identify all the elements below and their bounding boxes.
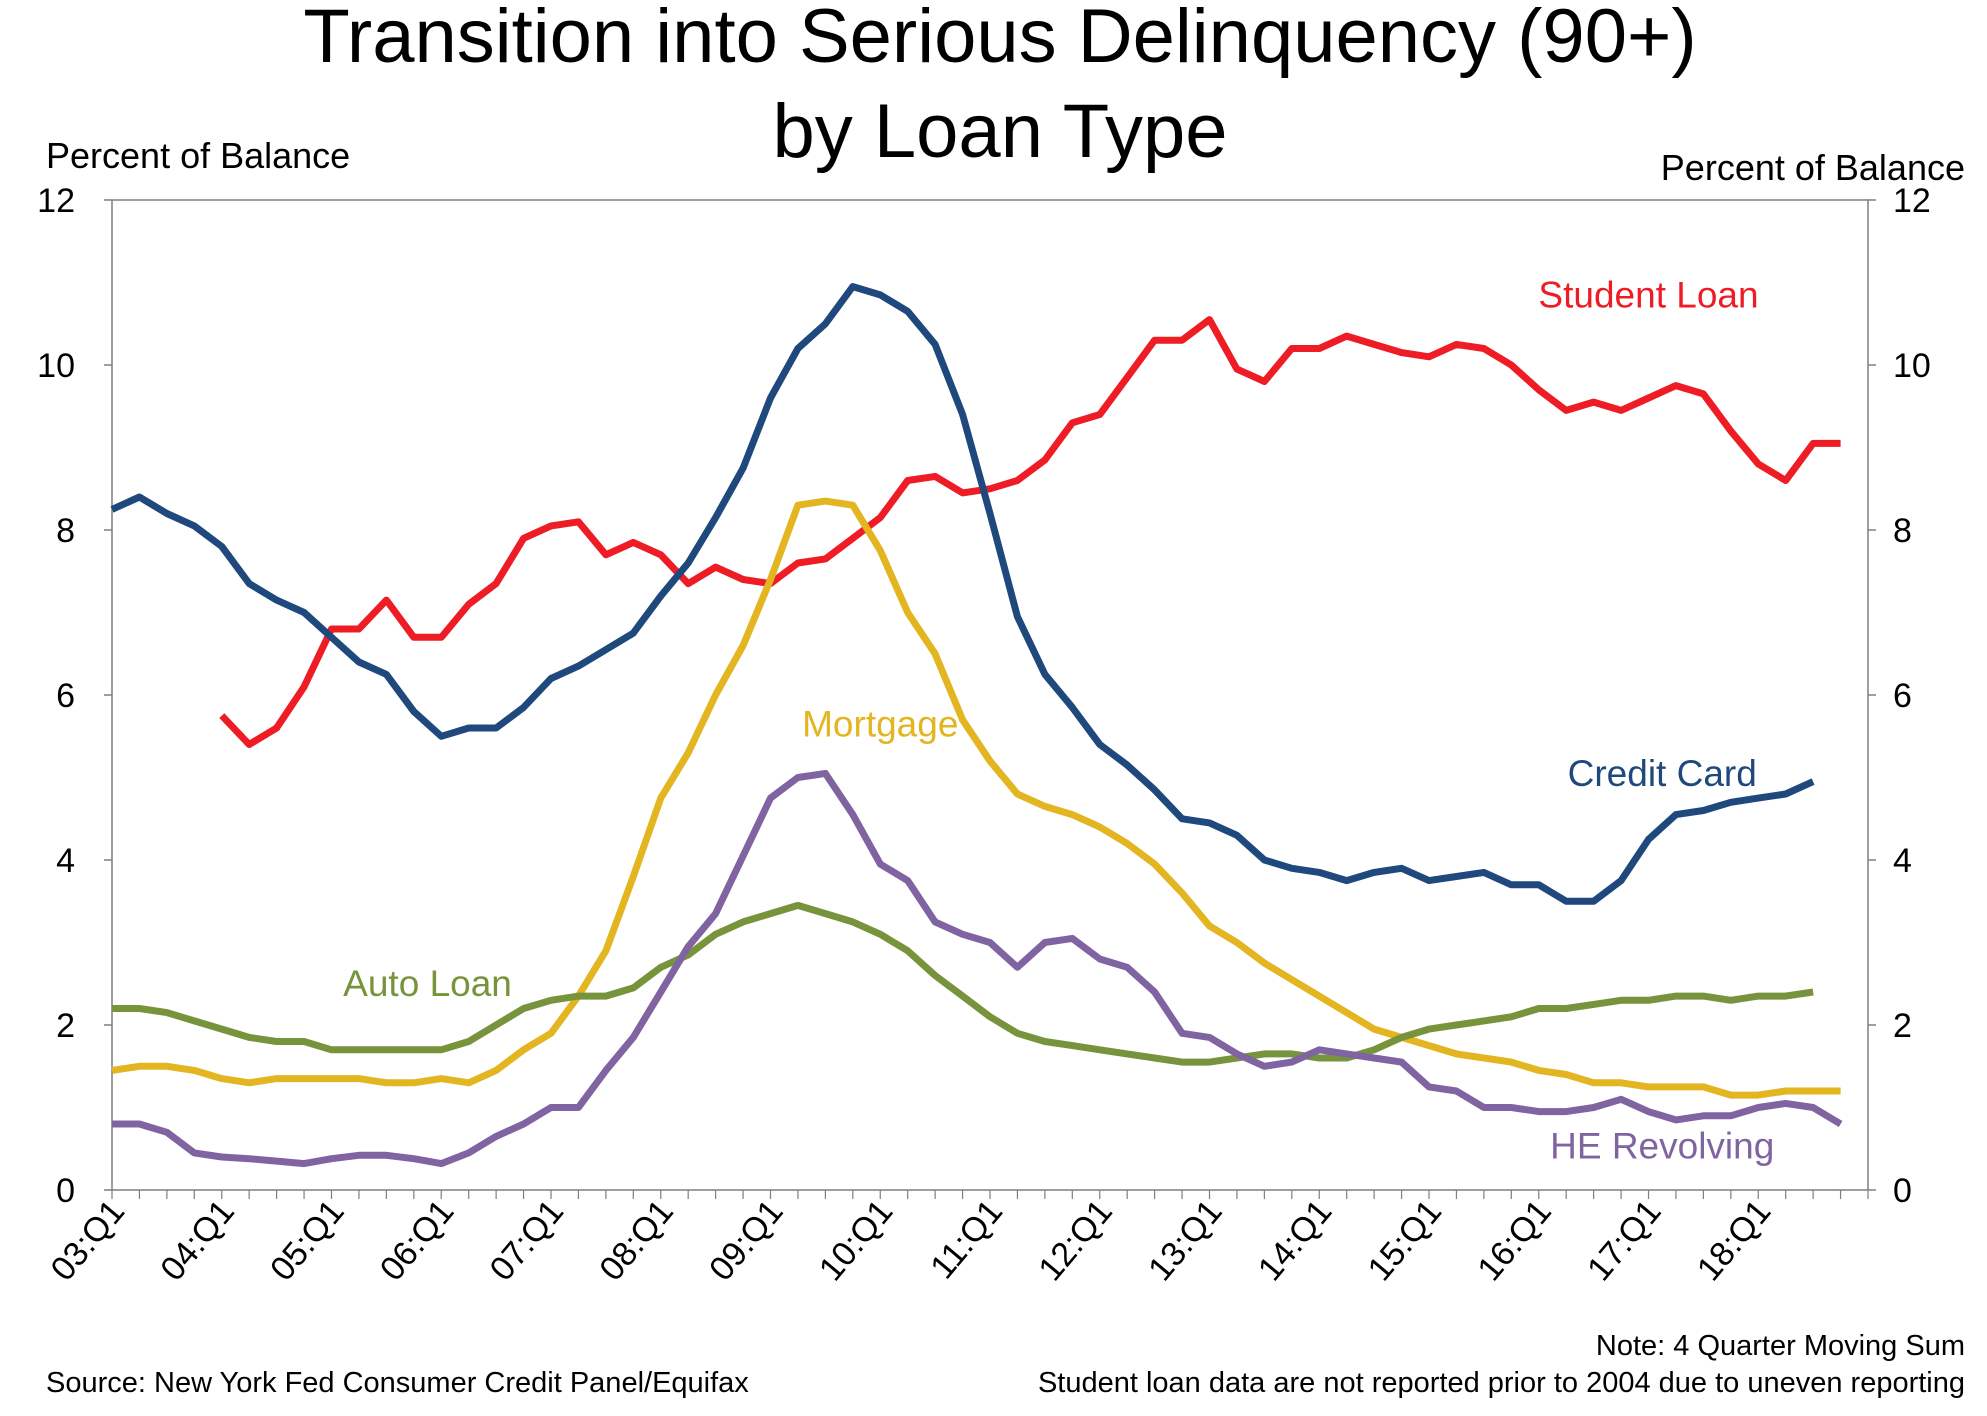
x-tick-label: 05:Q1 (263, 1193, 352, 1288)
chart-subtitle: by Loan Type (773, 89, 1228, 174)
x-tick-label: 04:Q1 (153, 1193, 242, 1288)
series-line-mortgage (111, 497, 1841, 1099)
series-line-student-loan (219, 316, 1841, 748)
x-tick-label: 15:Q1 (1360, 1193, 1449, 1288)
x-tick-label: 07:Q1 (482, 1193, 571, 1288)
series-label-credit-card: Credit Card (1568, 753, 1757, 794)
y-tick-label-left: 12 (37, 182, 75, 220)
series-line-auto-loan (112, 901, 1814, 1066)
y-tick-label-left: 6 (56, 677, 75, 715)
chart-note-student-loan: Student loan data are not reported prior… (1038, 1367, 1965, 1399)
y-tick-label-right: 6 (1893, 677, 1912, 715)
y-tick-label-right: 12 (1893, 182, 1931, 220)
series-labels: Student Loan Credit Card Mortgage Auto Loan… (343, 274, 1774, 1166)
x-tick-label: 10:Q1 (812, 1193, 901, 1288)
y-tick-label-right: 8 (1893, 512, 1912, 550)
x-tick-label: 09:Q1 (702, 1193, 791, 1288)
chart-title: Transition into Serious Delinquency (90+… (303, 0, 1696, 79)
y-tick-label-right: 2 (1893, 1007, 1912, 1045)
x-tick-label: 12:Q1 (1031, 1193, 1120, 1288)
chart-source: Source: New York Fed Consumer Credit Pan… (46, 1367, 749, 1399)
y-axis: 0 0 2 2 4 4 6 6 8 8 10 10 12 12 (37, 182, 1931, 1210)
y-tick-label-right: 4 (1893, 842, 1912, 880)
y-tick-label-left: 8 (56, 512, 75, 550)
plot-area (111, 199, 1869, 1191)
x-tick-label: 08:Q1 (592, 1193, 681, 1288)
series-label-he-revolving: HE Revolving (1550, 1126, 1774, 1167)
y-tick-label-left: 0 (56, 1172, 75, 1210)
series-line-credit-card (110, 283, 1815, 905)
y-tick-label-left: 10 (37, 347, 75, 385)
x-tick-label: 14:Q1 (1251, 1193, 1340, 1288)
series-label-student-loan: Student Loan (1538, 274, 1758, 315)
series-line-he-revolving (112, 769, 1843, 1168)
series-lines (110, 283, 1843, 1168)
y-tick-label-right: 10 (1893, 347, 1931, 385)
x-tick-label: 11:Q1 (923, 1193, 1010, 1286)
x-tick-label: 17:Q1 (1580, 1193, 1669, 1288)
x-tick-label: 06:Q1 (373, 1193, 462, 1288)
x-tick-label: 16:Q1 (1470, 1193, 1559, 1288)
x-tick-label: 13:Q1 (1141, 1193, 1230, 1288)
y-axis-label-right: Percent of Balance (1661, 147, 1965, 188)
y-tick-label-left: 4 (56, 842, 75, 880)
x-axis: 03:Q1 04:Q1 05:Q1 06:Q1 07:Q1 08:Q1 09:Q1 10:Q1… (43, 1190, 1869, 1288)
y-tick-label-left: 2 (56, 1007, 75, 1045)
y-tick-label-right: 0 (1893, 1172, 1912, 1210)
chart-note: Note: 4 Quarter Moving Sum (1596, 1330, 1965, 1362)
series-label-auto-loan: Auto Loan (343, 963, 512, 1004)
series-label-mortgage: Mortgage (802, 703, 958, 744)
x-tick-label: 18:Q1 (1690, 1193, 1779, 1288)
plot-border (111, 199, 1869, 1191)
y-axis-label-left: Percent of Balance (46, 135, 350, 176)
